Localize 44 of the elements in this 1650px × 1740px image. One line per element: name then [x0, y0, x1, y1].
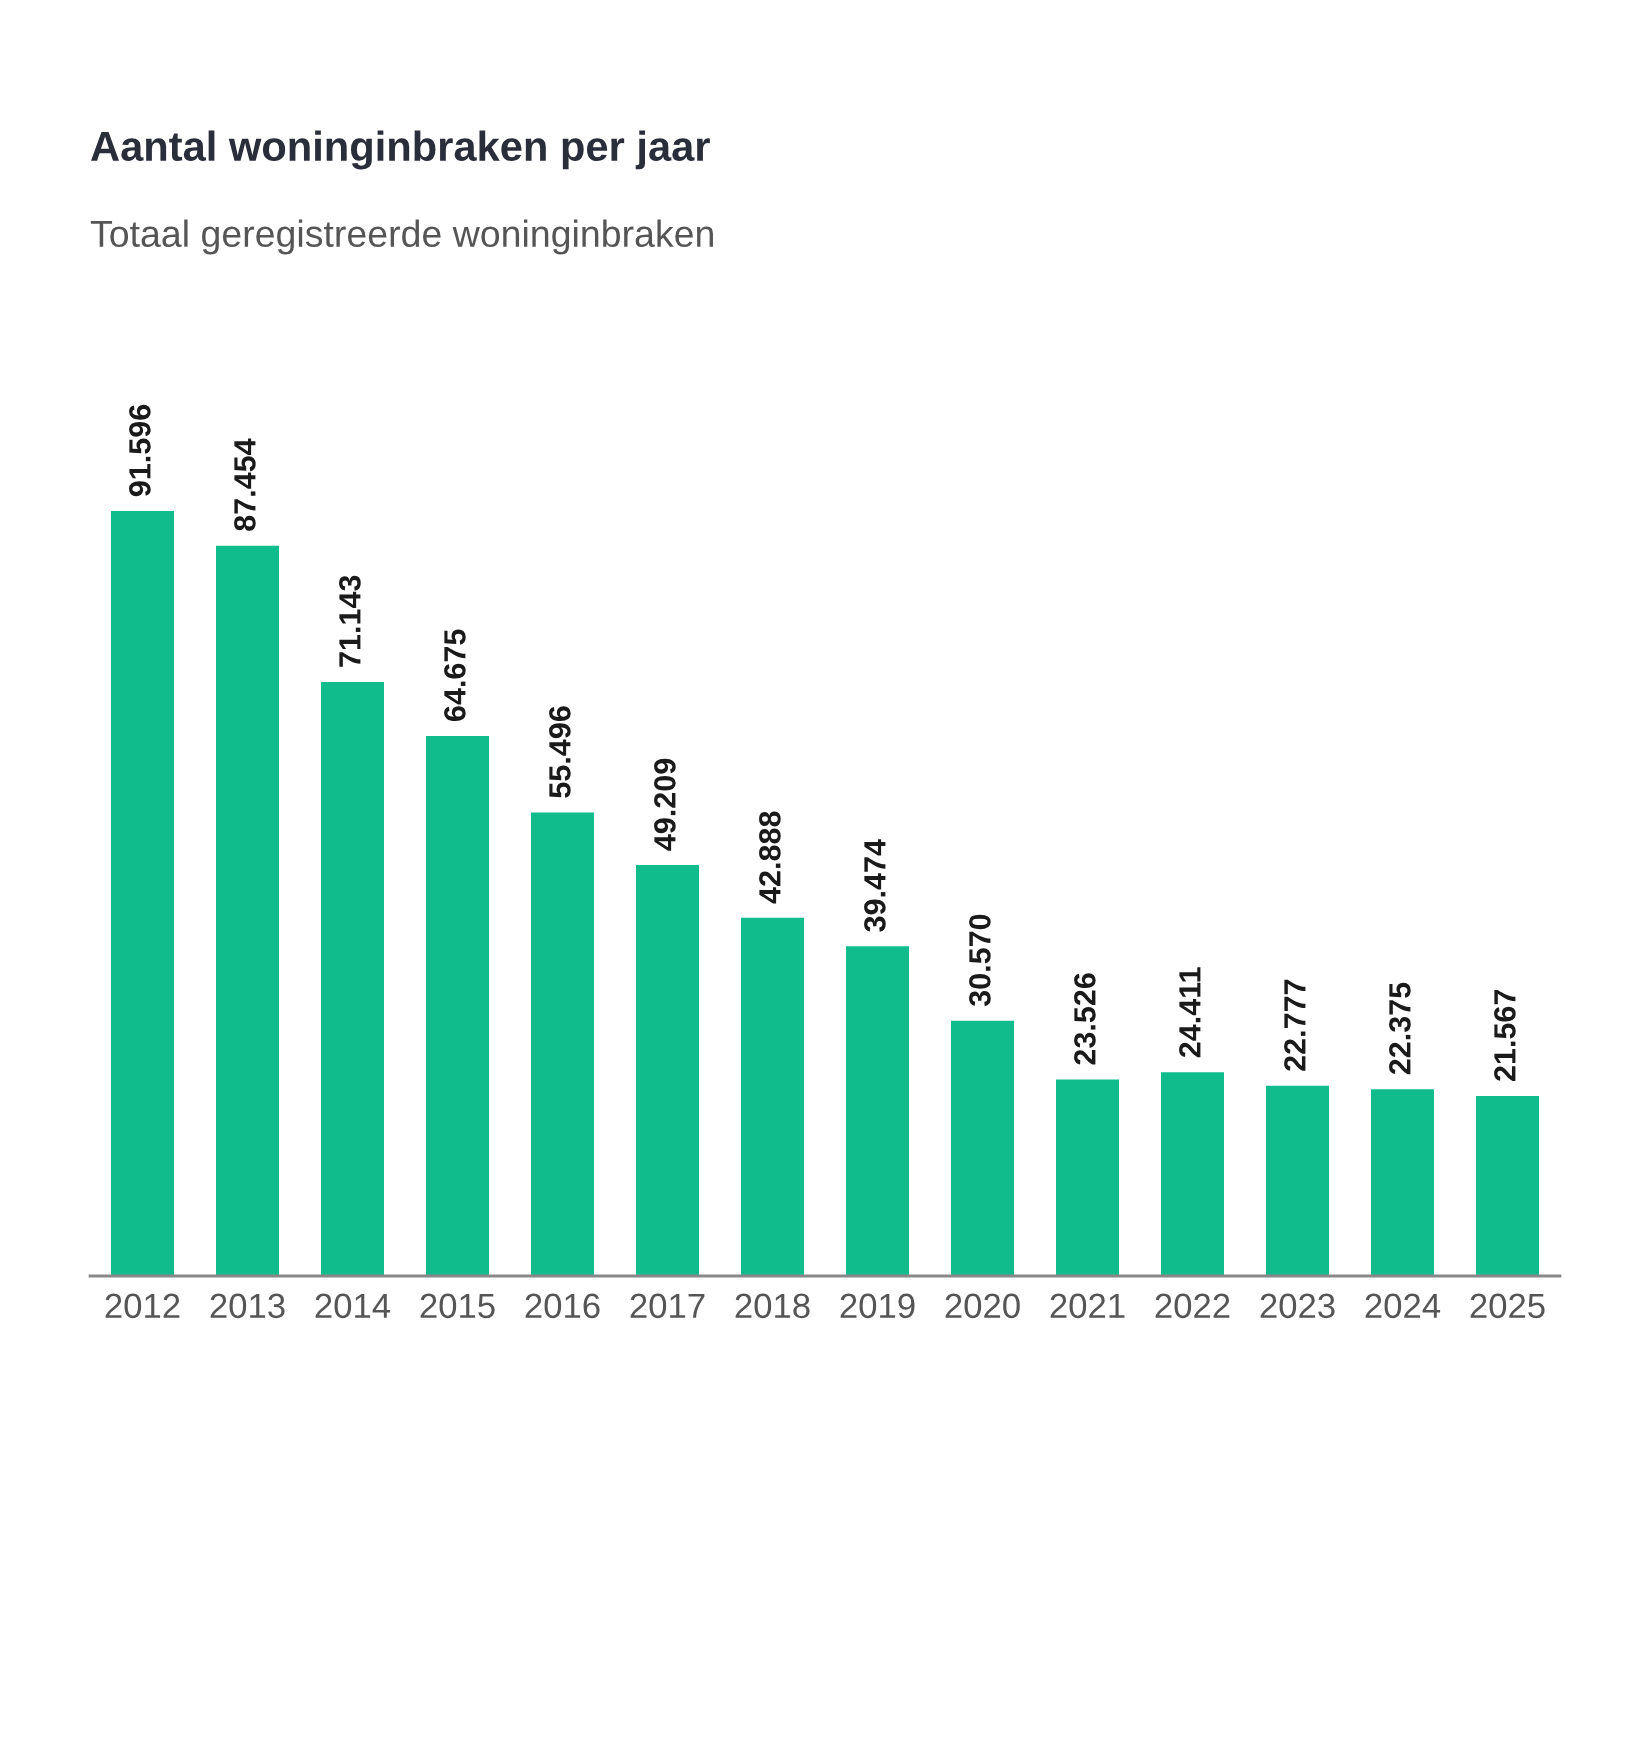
data-label: 55.496	[549, 706, 571, 798]
data-label: 87.454	[234, 438, 256, 531]
bar	[1476, 1095, 1539, 1276]
data-label: 30.570	[969, 914, 991, 1007]
data-label: 22.375	[1389, 982, 1411, 1075]
chart-title: Aantal woninginbraken per jaar	[91, 130, 710, 170]
data-label: 91.596	[129, 404, 151, 497]
data-label: 21.567	[1494, 989, 1516, 1081]
bar	[426, 735, 489, 1276]
x-tick-label: 2013	[210, 1293, 285, 1319]
bar	[321, 681, 384, 1276]
x-tick-label: 2022	[1155, 1293, 1230, 1319]
x-tick-label: 2019	[840, 1293, 915, 1319]
x-tick-label: 2016	[525, 1293, 600, 1319]
bar	[1056, 1079, 1119, 1276]
bar	[1161, 1072, 1224, 1276]
x-tick-label: 2021	[1050, 1293, 1125, 1319]
data-label: 64.675	[444, 629, 466, 721]
bar	[531, 812, 594, 1276]
bar	[216, 545, 279, 1276]
x-tick-label: 2015	[420, 1293, 495, 1319]
data-label: 24.411	[1179, 967, 1201, 1058]
x-tick-label: 2023	[1260, 1293, 1335, 1319]
data-label: 42.888	[759, 811, 781, 904]
chart-subtitle: Totaal geregistreerde woninginbraken	[90, 219, 713, 255]
x-tick-label: 2012	[105, 1293, 180, 1319]
data-label: 49.209	[654, 758, 676, 851]
data-label: 39.474	[864, 839, 886, 932]
x-tick-label: 2025	[1470, 1293, 1545, 1319]
bar	[636, 865, 699, 1276]
x-tick-label: 2018	[735, 1293, 810, 1319]
x-tick-label: 2020	[945, 1293, 1020, 1319]
bar	[1266, 1085, 1329, 1276]
data-label: 23.526	[1074, 973, 1096, 1065]
bar	[1371, 1089, 1434, 1276]
bar	[846, 946, 909, 1276]
x-tick-label: 2024	[1365, 1293, 1441, 1319]
bar	[951, 1020, 1014, 1276]
data-label: 22.777	[1284, 979, 1306, 1071]
bar	[111, 511, 174, 1276]
x-tick-label: 2014	[315, 1293, 391, 1319]
x-tick-label: 2017	[630, 1293, 705, 1319]
bar	[741, 917, 804, 1276]
data-label: 71.143	[339, 575, 361, 667]
